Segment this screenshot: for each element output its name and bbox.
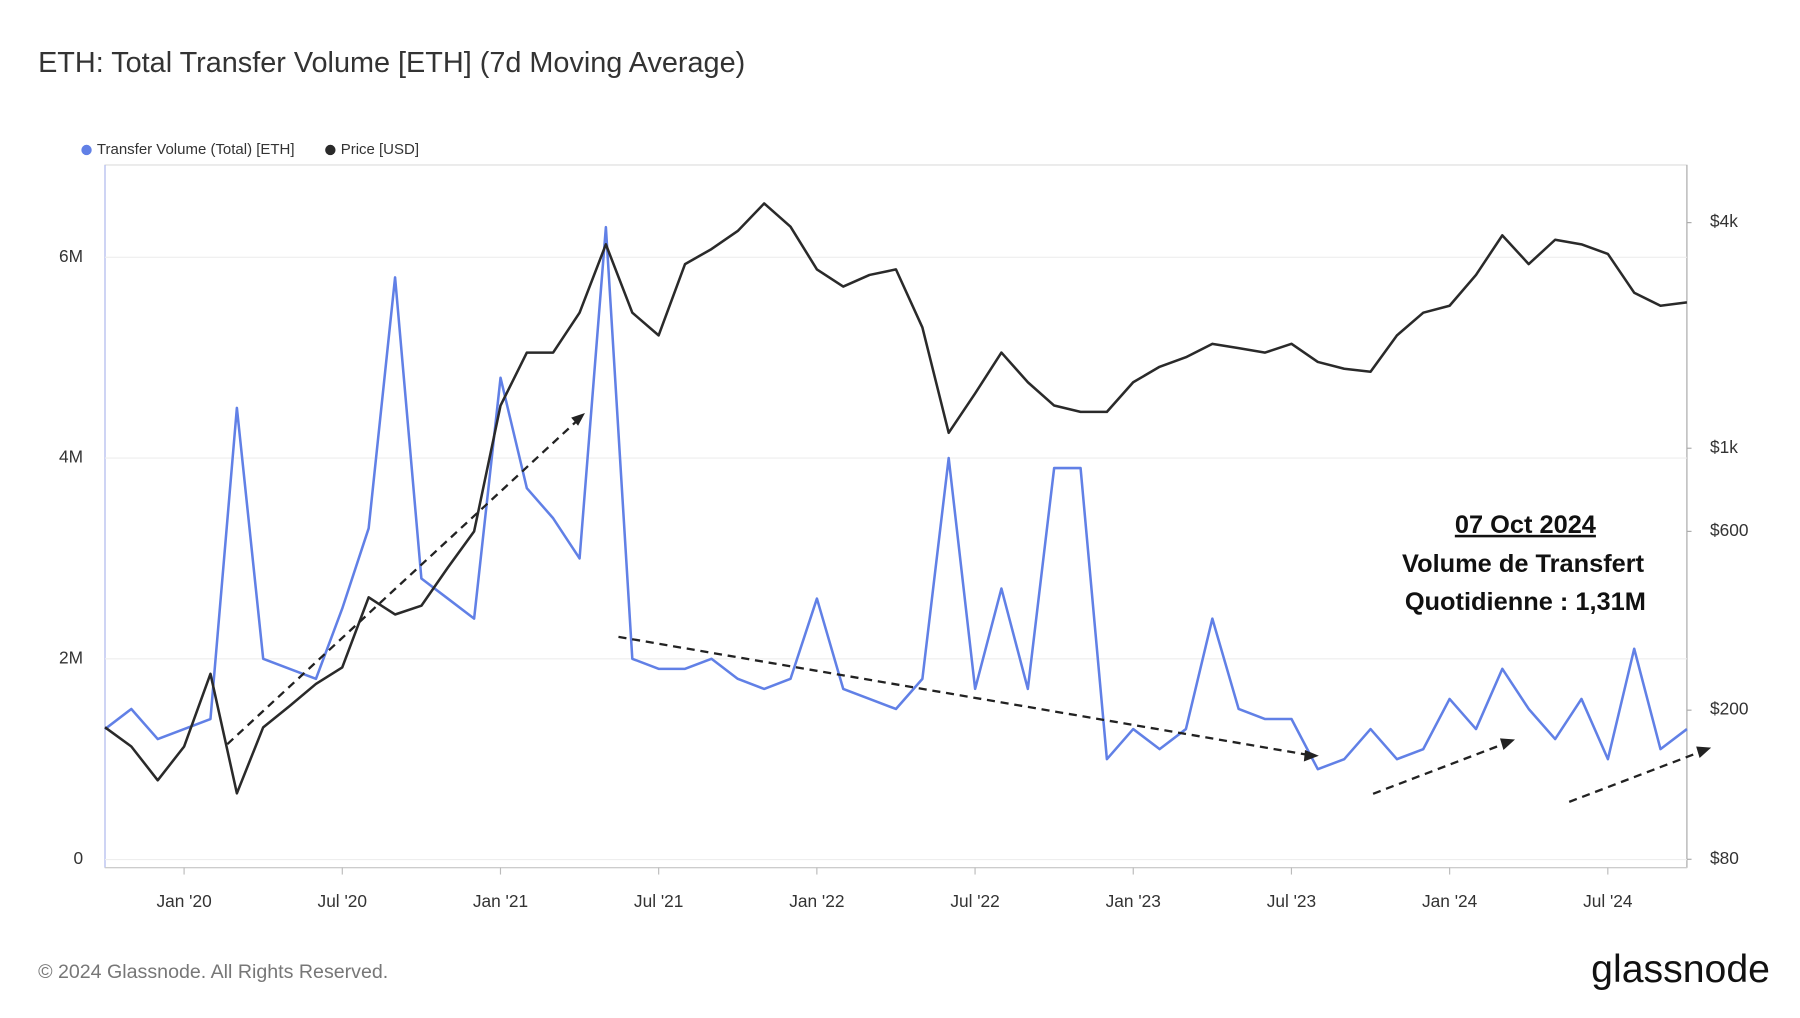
x-tick-label: Jan '22: [789, 891, 844, 911]
trend-arrows: [226, 416, 1706, 803]
x-tick-label: Jul '22: [950, 891, 999, 911]
logo: glassnode: [1591, 947, 1770, 991]
y2-tick-label: $1k: [1710, 437, 1738, 457]
arrow-head: [1500, 738, 1515, 750]
x-tick-label: Jan '24: [1422, 891, 1478, 911]
y-tick-label: 0: [73, 848, 83, 868]
y-tick-label: 4M: [59, 447, 83, 467]
y2-tick-label: $4k: [1710, 211, 1738, 231]
y2-tick-label: $80: [1710, 848, 1739, 868]
x-tick-label: Jan '20: [156, 891, 211, 911]
y-tick-label: 6M: [59, 246, 83, 266]
legend-marker: [81, 144, 92, 156]
footer: © 2024 Glassnode. All Rights Reserved.: [38, 961, 388, 983]
annotation-date: 07 Oct 2024: [1455, 511, 1596, 539]
legend-marker: [325, 144, 336, 156]
series-line: [104, 202, 1688, 795]
chart-title: ETH: Total Transfer Volume [ETH] (7d Mov…: [38, 47, 745, 79]
annotation-line: Volume de Transfert: [1402, 550, 1645, 578]
legend-label: Price [USD]: [341, 141, 419, 158]
arrow-head: [1303, 749, 1319, 762]
x-tick-label: Jul '23: [1267, 891, 1316, 911]
trend-arrow: [1372, 740, 1510, 795]
x-tick-label: Jul '21: [634, 891, 683, 911]
trend-arrow: [226, 416, 582, 746]
annotation-line: Quotidienne : 1,31M: [1405, 588, 1646, 616]
trend-arrow: [1568, 748, 1706, 803]
x-tick-label: Jul '24: [1583, 891, 1633, 911]
series-line: [104, 225, 1688, 771]
y2-tick-label: $200: [1710, 699, 1748, 719]
x-tick-label: Jan '21: [473, 891, 528, 911]
legend-label: Transfer Volume (Total) [ETH]: [97, 141, 295, 158]
arrow-head: [1696, 746, 1712, 759]
y-tick-label: 2M: [59, 647, 83, 667]
x-tick-label: Jul '20: [318, 891, 367, 911]
trend-arrow: [618, 635, 1314, 757]
x-tick-label: Jan '23: [1106, 891, 1161, 911]
arrow-head: [571, 413, 585, 426]
y2-tick-label: $600: [1710, 520, 1748, 540]
arrow-heads: [571, 413, 1712, 762]
